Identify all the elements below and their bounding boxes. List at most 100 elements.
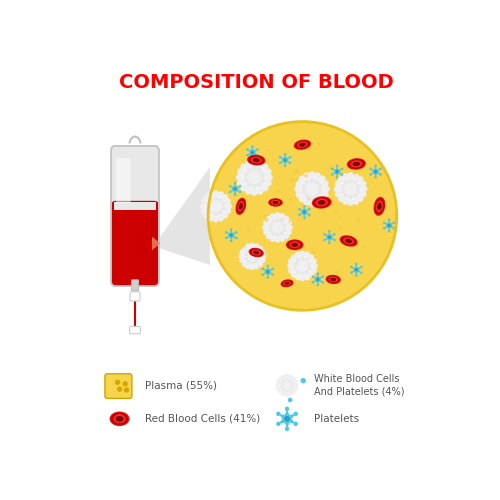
Circle shape — [235, 231, 238, 234]
Ellipse shape — [293, 242, 296, 243]
Circle shape — [258, 246, 263, 251]
Circle shape — [206, 202, 211, 206]
Circle shape — [263, 230, 268, 235]
Circle shape — [247, 228, 250, 231]
Circle shape — [322, 180, 328, 186]
Circle shape — [308, 262, 312, 266]
Circle shape — [289, 162, 292, 164]
Text: Red Blood Cells (41%): Red Blood Cells (41%) — [144, 414, 260, 424]
Circle shape — [260, 258, 266, 263]
Circle shape — [260, 172, 266, 178]
Ellipse shape — [343, 238, 354, 244]
Circle shape — [314, 180, 320, 184]
Circle shape — [292, 376, 296, 380]
Circle shape — [276, 387, 280, 391]
Circle shape — [300, 250, 305, 256]
Circle shape — [208, 191, 214, 197]
Circle shape — [290, 272, 296, 278]
Circle shape — [312, 281, 314, 283]
Circle shape — [282, 379, 286, 382]
Circle shape — [314, 199, 321, 205]
Circle shape — [208, 216, 214, 222]
Circle shape — [213, 190, 218, 196]
Circle shape — [262, 224, 268, 230]
Circle shape — [348, 200, 354, 206]
Ellipse shape — [118, 414, 122, 416]
Circle shape — [284, 153, 286, 156]
Circle shape — [331, 174, 334, 176]
Circle shape — [245, 188, 252, 195]
Circle shape — [290, 254, 296, 260]
Ellipse shape — [294, 140, 311, 150]
Circle shape — [266, 234, 272, 239]
Circle shape — [286, 220, 292, 226]
Circle shape — [336, 176, 338, 178]
Circle shape — [294, 146, 296, 148]
Circle shape — [350, 272, 352, 274]
Circle shape — [308, 254, 314, 260]
Circle shape — [296, 262, 299, 265]
Circle shape — [304, 258, 309, 262]
Circle shape — [266, 216, 272, 222]
Ellipse shape — [313, 197, 330, 208]
Circle shape — [317, 142, 320, 145]
Circle shape — [312, 250, 316, 254]
Polygon shape — [159, 167, 210, 265]
Polygon shape — [313, 274, 323, 285]
Ellipse shape — [274, 200, 277, 201]
Circle shape — [257, 168, 262, 173]
Circle shape — [234, 194, 236, 196]
Circle shape — [229, 190, 232, 193]
Circle shape — [282, 223, 286, 228]
Circle shape — [225, 198, 231, 204]
Circle shape — [266, 174, 273, 181]
Text: White Blood Cells
And Platelets (4%): White Blood Cells And Platelets (4%) — [314, 374, 404, 397]
Circle shape — [298, 214, 300, 216]
Circle shape — [284, 416, 290, 422]
Circle shape — [323, 238, 326, 242]
Circle shape — [229, 185, 232, 188]
Circle shape — [251, 151, 254, 154]
Circle shape — [309, 200, 316, 206]
Circle shape — [350, 266, 352, 268]
Circle shape — [240, 258, 244, 263]
Circle shape — [288, 392, 293, 396]
Circle shape — [242, 262, 247, 267]
Circle shape — [296, 180, 302, 186]
Circle shape — [297, 260, 308, 272]
Ellipse shape — [348, 238, 352, 239]
Circle shape — [262, 268, 264, 270]
Ellipse shape — [292, 243, 298, 247]
Ellipse shape — [377, 202, 382, 210]
Ellipse shape — [252, 250, 261, 256]
Circle shape — [245, 160, 252, 167]
Circle shape — [309, 149, 312, 152]
Ellipse shape — [374, 204, 376, 208]
Circle shape — [288, 258, 294, 264]
Circle shape — [310, 178, 314, 183]
Ellipse shape — [346, 158, 366, 170]
Circle shape — [284, 164, 286, 167]
Circle shape — [239, 190, 242, 193]
Circle shape — [328, 236, 331, 238]
Circle shape — [296, 174, 328, 204]
Ellipse shape — [116, 416, 124, 422]
Circle shape — [380, 168, 382, 170]
Circle shape — [356, 218, 360, 222]
Polygon shape — [370, 166, 380, 177]
Circle shape — [289, 198, 293, 202]
Circle shape — [280, 236, 285, 242]
Circle shape — [304, 199, 310, 205]
Circle shape — [383, 227, 386, 230]
Circle shape — [221, 202, 226, 206]
Circle shape — [254, 244, 259, 248]
Circle shape — [251, 159, 258, 166]
Bar — [114, 202, 156, 210]
Ellipse shape — [271, 200, 280, 205]
Circle shape — [355, 172, 358, 174]
Circle shape — [374, 164, 377, 167]
Circle shape — [277, 375, 297, 396]
Circle shape — [312, 258, 317, 264]
Circle shape — [309, 172, 316, 177]
Circle shape — [221, 206, 226, 211]
